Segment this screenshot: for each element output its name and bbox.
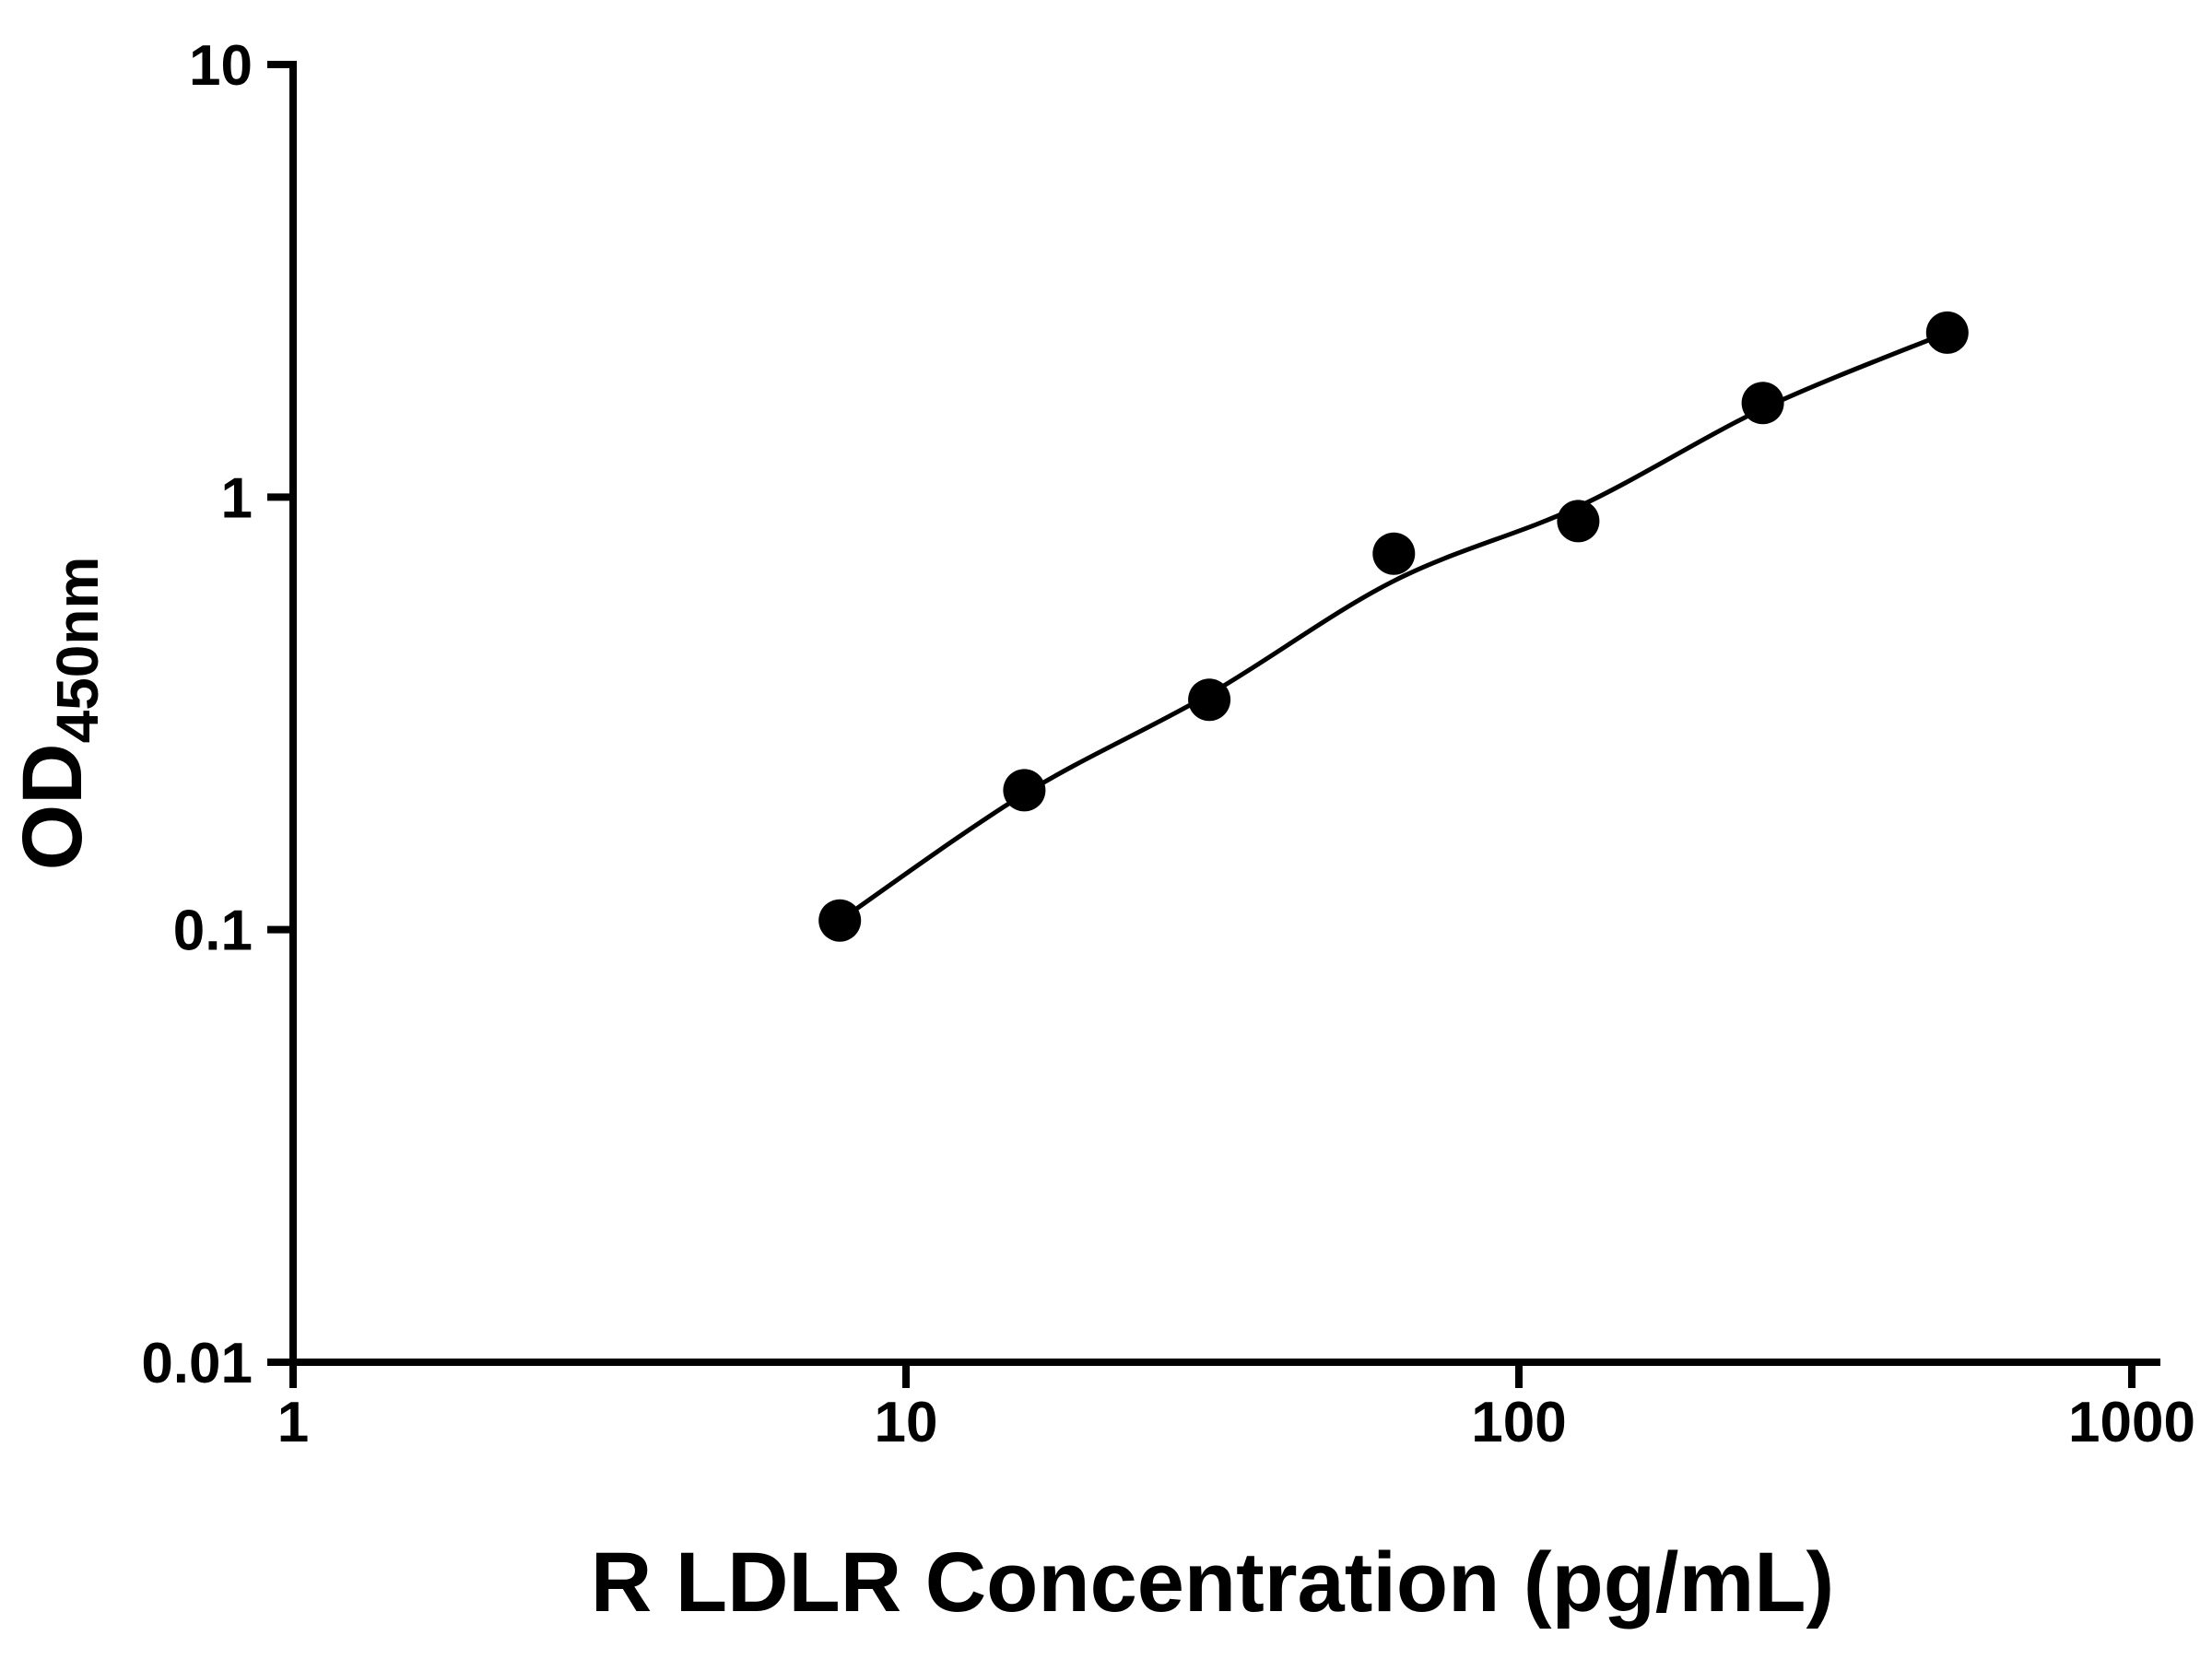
- x-axis-title: R LDLR Concentration (pg/mL): [591, 1535, 1834, 1630]
- y-tick-label: 0.01: [141, 1332, 253, 1395]
- x-tick-label: 1000: [2068, 1391, 2195, 1454]
- data-point: [1372, 532, 1416, 575]
- data-point: [818, 899, 862, 942]
- data-point: [1188, 678, 1231, 722]
- x-tick-label: 1: [277, 1391, 309, 1454]
- y-tick-label: 10: [189, 34, 253, 98]
- data-point: [1741, 382, 1784, 425]
- data-point: [1925, 311, 1969, 354]
- y-tick-label: 0.1: [173, 900, 253, 963]
- data-point: [1557, 500, 1600, 543]
- x-tick-label: 10: [875, 1391, 938, 1454]
- x-tick-label: 100: [1471, 1391, 1566, 1454]
- y-tick-label: 1: [221, 466, 253, 530]
- y-axis-title: OD450nm: [6, 557, 111, 871]
- data-point: [1003, 769, 1046, 812]
